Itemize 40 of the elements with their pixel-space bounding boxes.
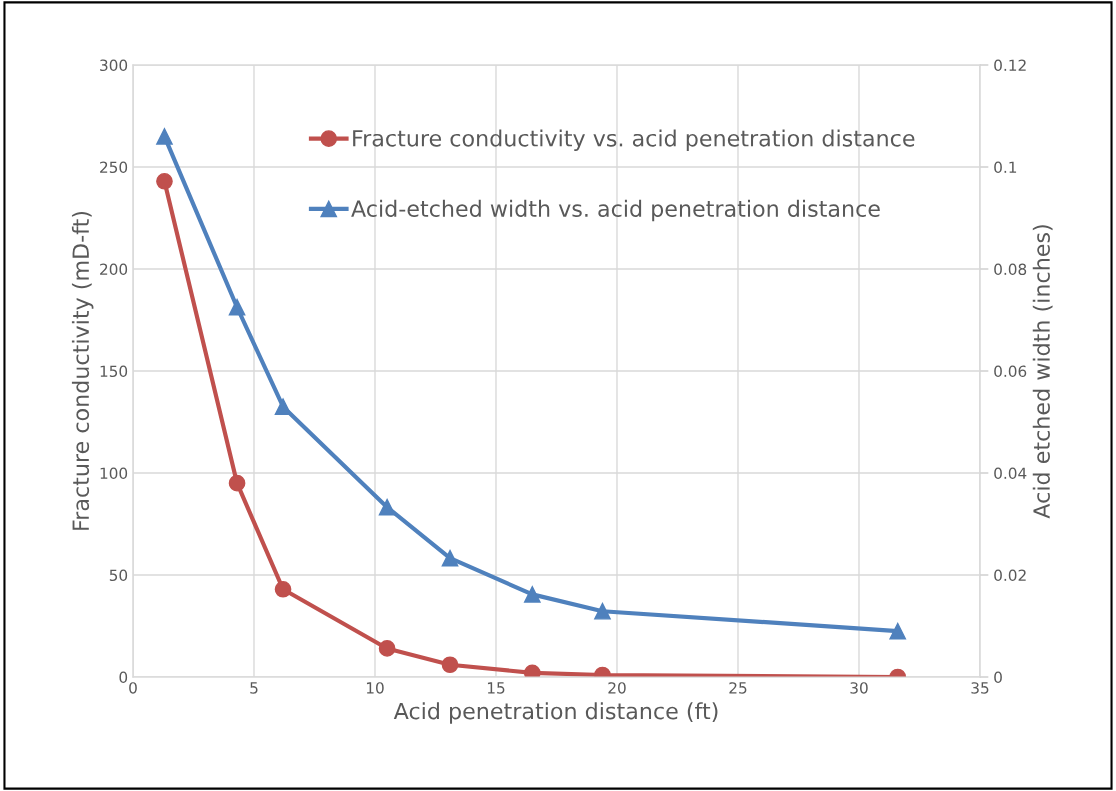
point xyxy=(228,298,246,316)
x-tick-label: 15 xyxy=(487,682,505,694)
y-tick-label: 0 xyxy=(119,671,128,684)
legend-label: Fracture conductivity vs. acid penetration distance xyxy=(353,129,915,151)
point xyxy=(594,602,611,620)
y-tick-label: 200 xyxy=(100,263,128,276)
x-tick-label: 10 xyxy=(366,682,384,694)
point xyxy=(889,622,907,640)
y2-tick-label: 0.02 xyxy=(994,569,1026,582)
y-tick-label: 300 xyxy=(100,59,128,72)
x-tick-label: 35 xyxy=(971,682,989,694)
y2-tick-label: 0.06 xyxy=(994,365,1027,378)
y-tick-label: 100 xyxy=(100,467,128,480)
x-tick-label: 30 xyxy=(850,682,868,694)
y2-tick-label: 0.08 xyxy=(994,263,1027,276)
y2-tick-label: 0.04 xyxy=(994,467,1027,480)
point xyxy=(274,398,292,416)
x-tick-label: 25 xyxy=(729,682,747,694)
point xyxy=(378,498,396,516)
point xyxy=(156,172,173,190)
y-tick-label: 50 xyxy=(109,569,128,582)
y2-tick-label: 0 xyxy=(994,671,1002,684)
y-tick-label: 250 xyxy=(100,161,128,174)
y2-axis-title: Acid etched width (inches) xyxy=(1032,225,1053,519)
x-axis-title: Acid penetration distance (ft) xyxy=(393,702,718,724)
y2-tick-label: 0.1 xyxy=(994,161,1017,174)
x-tick-label: 20 xyxy=(608,682,626,694)
y2-tick-label: 0.12 xyxy=(994,59,1026,72)
point xyxy=(274,580,292,598)
point xyxy=(228,474,246,492)
x-tick-label: 0 xyxy=(129,682,137,694)
point xyxy=(378,640,396,657)
y-tick-label: 150 xyxy=(100,365,128,378)
point xyxy=(441,549,459,567)
point xyxy=(441,656,459,674)
point xyxy=(156,128,173,145)
point xyxy=(523,586,541,603)
legend-label: Acid-etched width vs. acid penetration distance xyxy=(351,199,880,222)
y-axis-title: Fracture conductivity (mD-ft) xyxy=(71,211,94,530)
x-tick-label: 5 xyxy=(250,682,258,694)
